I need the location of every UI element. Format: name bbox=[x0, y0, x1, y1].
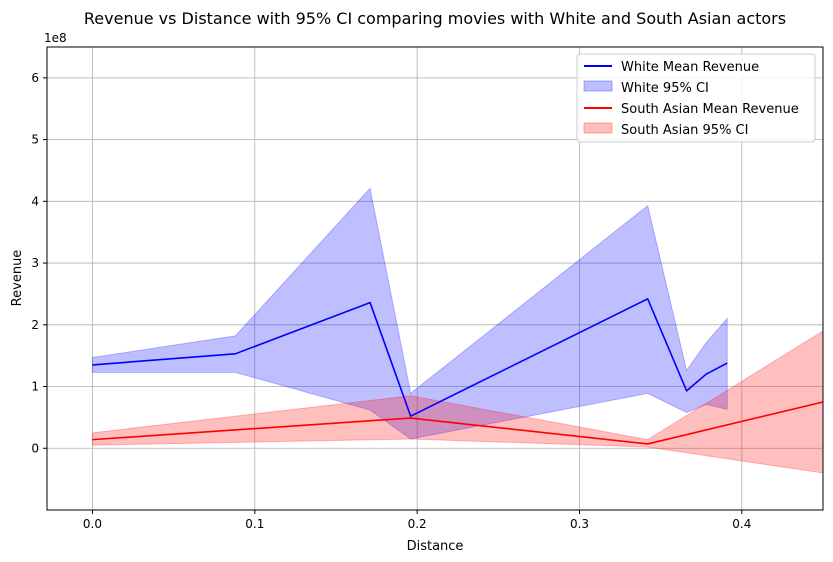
x-tick-label: 0.4 bbox=[732, 517, 751, 531]
x-axis-title: Distance bbox=[407, 539, 464, 554]
y-scale-note: 1e8 bbox=[44, 31, 67, 45]
mean-lines bbox=[92, 298, 824, 445]
legend-box bbox=[576, 53, 816, 143]
y-tick-label: 1 bbox=[31, 380, 39, 394]
y-tick-label: 3 bbox=[31, 256, 39, 270]
legend-label-south-asian-ci: South Asian 95% CI bbox=[621, 123, 748, 138]
x-axis-ticks: 0.0 0.1 0.2 0.3 0.4 bbox=[83, 510, 751, 531]
y-tick-label: 0 bbox=[31, 441, 39, 455]
chart-title: Revenue vs Distance with 95% CI comparin… bbox=[84, 9, 786, 28]
legend-label-south-asian-mean: South Asian Mean Revenue bbox=[621, 102, 799, 117]
confidence-bands bbox=[91, 187, 824, 474]
white-mean-revenue-line bbox=[92, 298, 728, 417]
legend-swatch-south-asian-ci bbox=[583, 122, 613, 134]
y-tick-label: 4 bbox=[31, 194, 39, 208]
grid bbox=[47, 47, 823, 510]
y-tick-label: 2 bbox=[31, 318, 39, 332]
legend: White Mean Revenue White 95% CI South As… bbox=[576, 53, 816, 143]
y-tick-label: 5 bbox=[31, 133, 39, 147]
x-tick-label: 0.0 bbox=[83, 517, 102, 531]
plot-frame bbox=[46, 46, 824, 511]
x-tick-label: 0.3 bbox=[570, 517, 589, 531]
y-axis-ticks: 0 1 2 3 4 5 6 bbox=[31, 71, 47, 455]
legend-label-white-ci: White 95% CI bbox=[621, 81, 709, 96]
legend-swatch-white-ci bbox=[583, 80, 613, 92]
x-tick-label: 0.2 bbox=[408, 517, 427, 531]
y-axis-title: Revenue bbox=[10, 250, 25, 307]
y-tick-label: 6 bbox=[31, 71, 39, 85]
x-tick-label: 0.1 bbox=[245, 517, 264, 531]
white-95-ci-band bbox=[91, 187, 728, 440]
legend-label-white-mean: White Mean Revenue bbox=[621, 60, 759, 75]
south-asian-mean-revenue-line bbox=[92, 401, 824, 445]
